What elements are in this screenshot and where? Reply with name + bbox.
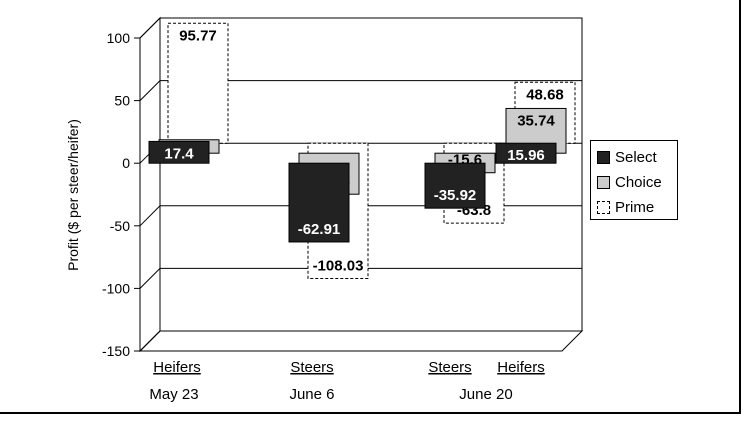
gridline	[139, 330, 582, 352]
data-label-select: -62.91	[298, 221, 341, 238]
left-wall	[139, 16, 161, 353]
legend-swatch-prime	[597, 201, 610, 214]
y-tick-label: 0	[122, 155, 130, 171]
gridline	[139, 80, 582, 101]
legend-swatch-choice	[597, 176, 610, 189]
x-date-label: June 20	[459, 386, 512, 403]
bar-prime	[167, 22, 229, 144]
data-label-select: 15.96	[507, 147, 545, 164]
y-tick-label: -100	[102, 280, 130, 296]
legend-swatch-select	[597, 151, 610, 164]
bar-select	[288, 162, 350, 243]
data-label-prime: -108.03	[313, 257, 364, 274]
y-tick-label: 100	[107, 30, 131, 46]
legend-item-select: Select	[597, 145, 677, 170]
x-category-label: Heifers	[153, 359, 201, 376]
y-axis-label: Profit ($ per steer/heifer)	[65, 119, 81, 271]
x-date-label: June 6	[289, 386, 334, 403]
legend-label-choice: Choice	[615, 174, 662, 191]
y-tick-label: -150	[102, 343, 130, 359]
bar-select	[424, 162, 486, 209]
data-label-prime: 95.77	[179, 27, 217, 44]
data-label-prime: 48.68	[526, 86, 564, 103]
legend-item-choice: Choice	[597, 170, 677, 195]
x-category-label: Steers	[290, 359, 333, 376]
y-tick-label: -50	[110, 218, 130, 234]
legend-item-prime: Prime	[597, 195, 677, 220]
legend-label-select: Select	[615, 149, 657, 166]
gridline	[139, 267, 582, 289]
legend-label-prime: Prime	[615, 199, 655, 216]
bar-select	[495, 142, 557, 164]
bar-select	[148, 140, 210, 164]
y-tick-label: 50	[114, 93, 130, 109]
data-label-select: -35.92	[434, 187, 477, 204]
floor	[138, 330, 584, 352]
data-label-select: 17.4	[164, 145, 194, 162]
gridline	[139, 17, 582, 39]
data-label-choice: 35.74	[517, 112, 555, 129]
x-category-label: Steers	[428, 359, 471, 376]
chart-frame	[0, 0, 741, 414]
legend: Select Choice Prime	[590, 140, 678, 220]
x-category-label: Heifers	[497, 359, 545, 376]
x-date-label: May 23	[149, 386, 198, 403]
